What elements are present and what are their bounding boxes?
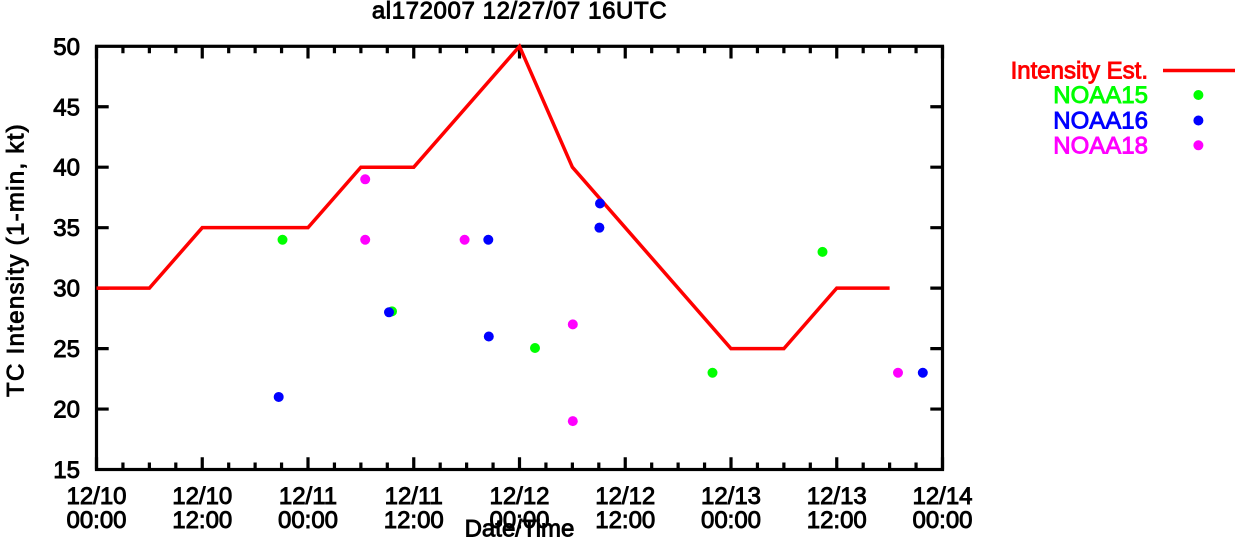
svg-text:Date/Time: Date/Time [465, 516, 575, 540]
svg-text:12/10: 12/10 [66, 483, 126, 510]
svg-text:12:00: 12:00 [172, 507, 232, 534]
svg-text:20: 20 [53, 397, 80, 424]
svg-text:25: 25 [53, 336, 80, 363]
svg-text:45: 45 [53, 94, 80, 121]
svg-text:12/11: 12/11 [385, 483, 443, 510]
svg-text:TC Intensity (1-min, kt): TC Intensity (1-min, kt) [3, 123, 30, 397]
svg-text:12/13: 12/13 [701, 483, 761, 510]
svg-text:00:00: 00:00 [489, 507, 549, 534]
svg-text:12/12: 12/12 [595, 483, 655, 510]
svg-text:15: 15 [53, 457, 80, 484]
svg-text:NOAA18: NOAA18 [1053, 132, 1148, 159]
svg-text:12/13: 12/13 [807, 483, 867, 510]
svg-text:12/11: 12/11 [279, 483, 337, 510]
svg-text:NOAA16: NOAA16 [1053, 108, 1148, 135]
svg-text:00:00: 00:00 [912, 507, 972, 534]
svg-text:12:00: 12:00 [384, 507, 444, 534]
svg-text:al172007 12/27/07 16UTC: al172007 12/27/07 16UTC [372, 0, 667, 25]
svg-text:30: 30 [53, 276, 80, 303]
svg-text:12/10: 12/10 [172, 483, 232, 510]
svg-text:12/12: 12/12 [489, 483, 549, 510]
svg-text:NOAA15: NOAA15 [1053, 82, 1148, 109]
svg-text:50: 50 [53, 34, 80, 61]
svg-text:12/14: 12/14 [912, 483, 972, 510]
svg-text:Intensity Est.: Intensity Est. [1011, 58, 1148, 85]
svg-text:00:00: 00:00 [66, 507, 126, 534]
svg-text:00:00: 00:00 [278, 507, 338, 534]
svg-text:35: 35 [53, 215, 80, 242]
svg-text:12:00: 12:00 [595, 507, 655, 534]
svg-text:00:00: 00:00 [701, 507, 761, 534]
svg-text:40: 40 [53, 155, 80, 182]
svg-text:12:00: 12:00 [807, 507, 867, 534]
